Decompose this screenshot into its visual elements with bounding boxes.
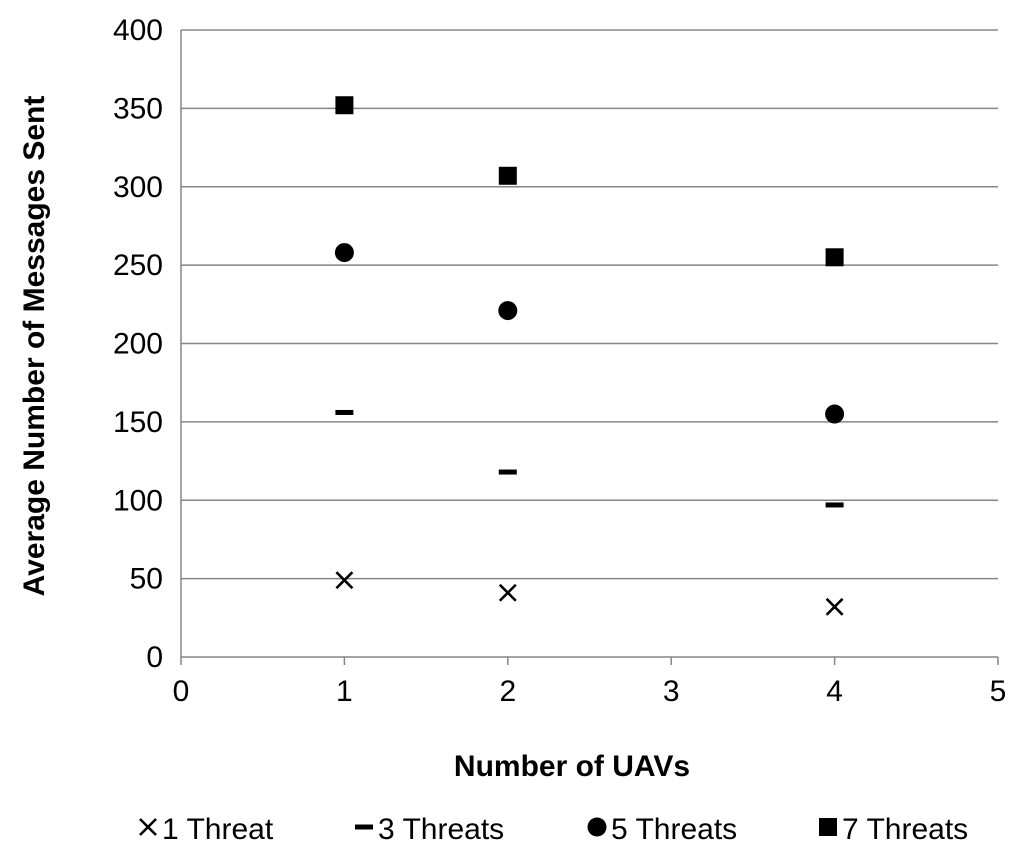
axes	[180, 30, 999, 665]
x-tick-label: 1	[336, 675, 353, 708]
data-markers	[334, 96, 845, 616]
data-point-x	[335, 571, 354, 590]
legend-marker-dash	[355, 824, 373, 830]
y-tick-label: 250	[113, 249, 163, 282]
x-stroke	[498, 583, 517, 602]
series-square	[335, 96, 844, 267]
x-stroke	[825, 597, 844, 616]
data-point-dash	[498, 469, 517, 475]
legend-item: 1 Threat	[139, 813, 274, 846]
x-tick-label: 2	[499, 675, 516, 708]
data-point-circle	[334, 243, 354, 263]
y-axis-title: Average Number of Messages Sent	[18, 96, 51, 597]
legend-marker-x	[139, 818, 157, 836]
y-tick-label: 350	[113, 92, 163, 125]
y-tick-label: 200	[113, 328, 163, 361]
legend-label: 7 Threats	[842, 813, 968, 846]
data-point-square	[825, 248, 844, 267]
series-circle	[334, 243, 845, 424]
data-point-x	[498, 583, 517, 602]
y-tick-label: 50	[130, 563, 163, 596]
x-tick-labels: 0 1 2 3 4 5	[173, 675, 1007, 708]
series-dash	[335, 409, 844, 508]
y-tick-labels: 0 50 100 150 200 250 300 350 400	[113, 14, 163, 674]
y-tick-label: 150	[113, 406, 163, 439]
data-point-x	[825, 597, 844, 616]
x-tick-label: 0	[173, 675, 190, 708]
y-tick-label: 400	[113, 14, 163, 47]
legend-item: 5 Threats	[587, 813, 737, 846]
x-stroke	[335, 571, 354, 590]
series-x	[335, 571, 844, 616]
x-tick-label: 4	[826, 675, 843, 708]
gridlines	[181, 29, 998, 580]
legend-item: 3 Threats	[355, 813, 504, 846]
x-stroke	[139, 818, 157, 836]
data-point-dash	[825, 502, 844, 508]
legend-label: 1 Threat	[162, 813, 274, 846]
data-point-circle	[498, 301, 518, 321]
data-point-square	[335, 96, 354, 115]
y-tick-label: 100	[113, 484, 163, 517]
y-tick-label: 300	[113, 171, 163, 204]
data-point-square	[498, 166, 517, 185]
legend-label: 5 Threats	[611, 813, 737, 846]
legend-marker-square	[819, 818, 837, 836]
legend-item: 7 Threats	[819, 813, 968, 846]
data-point-circle	[825, 404, 845, 424]
y-tick-label: 0	[146, 641, 163, 674]
legend: 1 Threat 3 Threats 5 Threats 7 Threats	[139, 813, 968, 846]
x-tick-label: 3	[663, 675, 680, 708]
data-point-dash	[335, 409, 354, 415]
legend-label: 3 Threats	[378, 813, 504, 846]
x-tick-label: 5	[990, 675, 1007, 708]
x-axis-title: Number of UAVs	[454, 750, 690, 783]
legend-marker-circle	[587, 817, 607, 837]
